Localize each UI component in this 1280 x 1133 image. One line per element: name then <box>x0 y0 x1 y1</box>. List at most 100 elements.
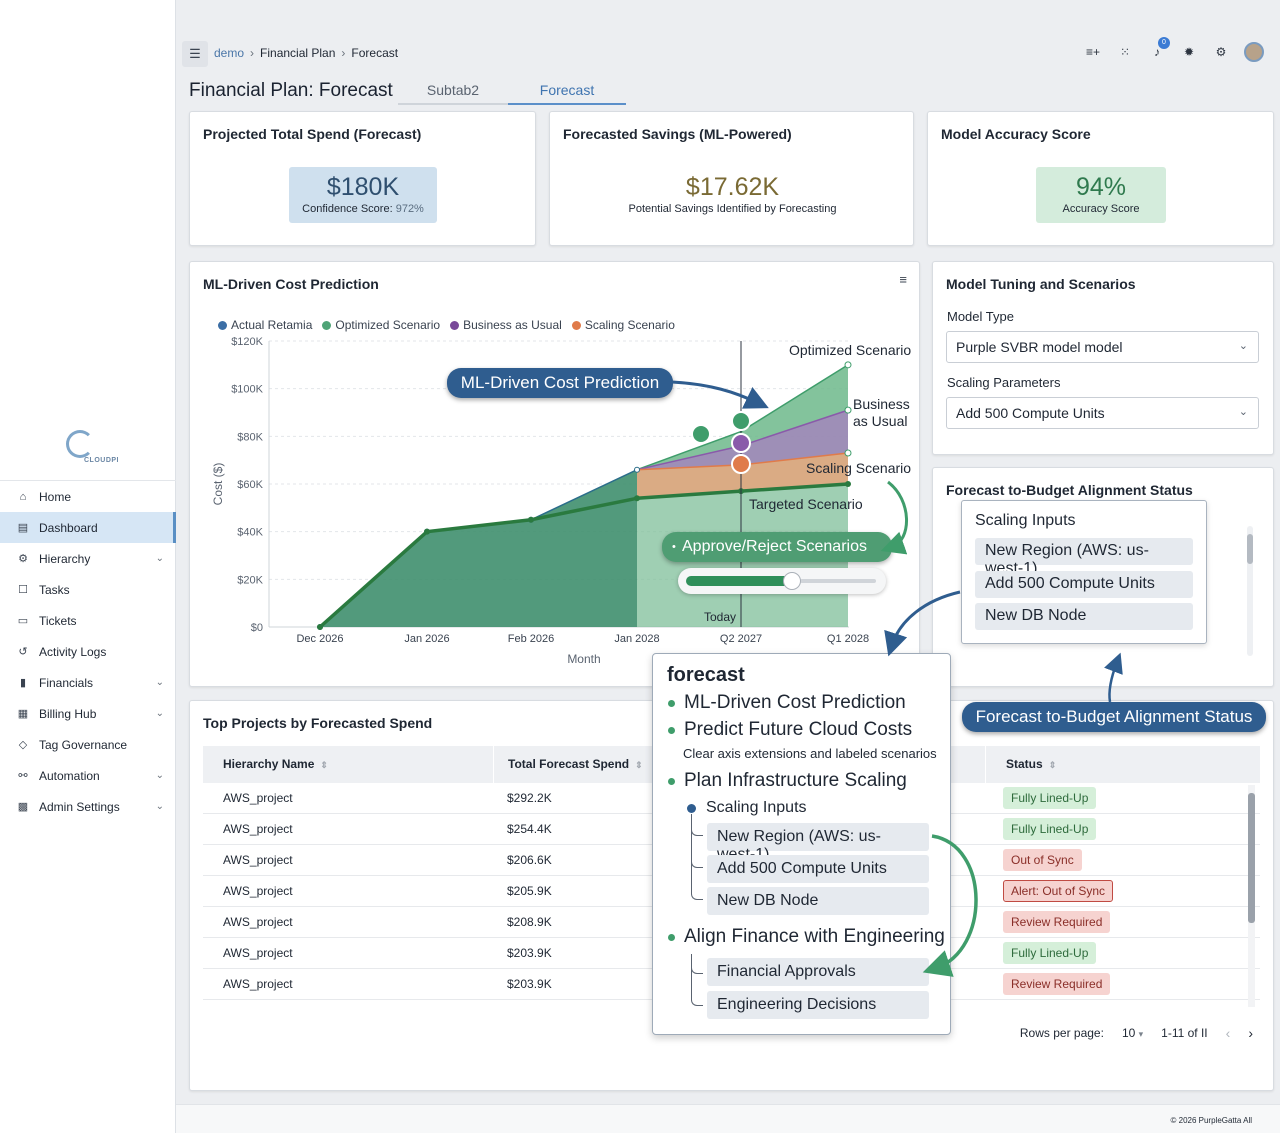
gear-icon[interactable]: ⚙ <box>1215 45 1227 59</box>
breadcrumb-separator-icon: › <box>250 46 255 60</box>
sidebar-item-label: Activity Logs <box>39 644 107 659</box>
kpi-accuracy-label: Accuracy Score <box>1062 203 1140 215</box>
sidebar-item-label: Automation <box>39 768 100 783</box>
column-status[interactable]: Status ⇕ <box>985 746 1056 783</box>
rows-per-page-select[interactable]: 10 ▾ <box>1121 1026 1144 1040</box>
tickets-icon: ▭ <box>17 615 29 627</box>
cell-forecast-spend: $205.9K <box>507 884 552 898</box>
kpi-accuracy-title: Model Accuracy Score <box>941 126 1091 142</box>
scenario-end-point <box>844 406 852 414</box>
sidebar-item-hierarchy[interactable]: ⚙ Hierarchy ⌄ <box>0 543 176 574</box>
targeted-point <box>528 516 534 523</box>
cell-forecast-spend: $292.2K <box>507 791 552 805</box>
history-icon: ↺ <box>18 646 28 658</box>
sidebar-item-dashboard[interactable]: ▤ Dashboard <box>0 512 176 543</box>
column-total-forecast-spend[interactable]: Total Forecast Spend ⇕ <box>493 746 693 783</box>
kpi-spend-box: $180K Confidence Score: 972% <box>289 167 437 223</box>
legend-item[interactable]: Business as Usual <box>450 318 562 332</box>
panel-input-compute-units[interactable]: Add 500 Compute Units <box>707 855 929 883</box>
prev-page-icon[interactable]: ‹ <box>1225 1025 1231 1041</box>
chart-menu-icon[interactable]: ≡ <box>899 272 907 287</box>
sidebar-item-activity-logs[interactable]: ↺ Activity Logs <box>0 636 176 667</box>
menu-toggle-button[interactable]: ☰ <box>182 41 208 67</box>
sidebar-item-admin-settings[interactable]: ▩ Admin Settings ⌄ <box>0 791 176 822</box>
alignment-card: Forecast to-Budget Alignment Status Scal… <box>932 467 1274 687</box>
approve-reject-callout[interactable]: • Approve/Reject Scenarios <box>662 532 892 562</box>
cell-status: Review Required <box>1003 973 1111 995</box>
breadcrumb-demo[interactable]: demo <box>214 46 245 60</box>
panel-input-new-region[interactable]: New Region (AWS: us-west-1) <box>707 823 929 863</box>
breadcrumb: demo › Financial Plan › Forecast <box>214 46 398 60</box>
sort-icon[interactable]: ⇕ <box>1048 760 1057 770</box>
hierarchy-icon: ⚙ <box>18 553 28 565</box>
logo-text: CLOUDPI <box>84 457 119 464</box>
scenario-slider[interactable] <box>678 568 886 594</box>
chevron-down-icon: ⌄ <box>1238 340 1248 352</box>
sidebar-item-billing-hub[interactable]: ▦ Billing Hub ⌄ <box>0 698 176 729</box>
sidebar-item-label: Tag Governance <box>39 737 128 752</box>
scaling-parameters-select[interactable]: Add 500 Compute Units ⌄ <box>946 397 1259 429</box>
tree-connector <box>691 964 703 1006</box>
sort-icon[interactable]: ⇕ <box>320 760 328 770</box>
scaling-input-db-node[interactable]: New DB Node <box>975 603 1193 630</box>
panel-engineering-decisions[interactable]: Engineering Decisions <box>707 991 929 1019</box>
kpi-savings-title: Forecasted Savings (ML-Powered) <box>563 126 792 142</box>
scaling-input-new-region[interactable]: New Region (AWS: us-west-1) <box>975 538 1193 577</box>
sidebar-item-tag-governance[interactable]: ◇ Tag Governance <box>0 729 176 760</box>
kpi-card-spend: Projected Total Spend (Forecast) $180K C… <box>189 111 536 246</box>
legend-item[interactable]: Scaling Scenario <box>571 318 675 332</box>
next-page-icon[interactable]: › <box>1248 1025 1253 1041</box>
slider-fill <box>686 576 792 586</box>
legend-item[interactable]: Actual Retamia <box>218 318 312 332</box>
settings-cog-icon[interactable]: ✹ <box>1183 45 1195 59</box>
table-scroll-thumb[interactable] <box>1248 793 1255 923</box>
model-type-select[interactable]: Purple SVBR model model ⌄ <box>946 331 1259 363</box>
cell-hierarchy-name: AWS_project <box>223 915 293 929</box>
breadcrumb-financial-plan[interactable]: Financial Plan <box>260 46 336 60</box>
tab-subtab2[interactable]: Subtab2 <box>398 78 508 105</box>
notification-badge: 0 <box>1158 37 1170 49</box>
status-badge: Alert: Out of Sync <box>1003 880 1114 902</box>
notification-bell-icon[interactable]: ♪ 0 <box>1148 37 1170 61</box>
slider-handle[interactable] <box>783 572 801 590</box>
panel-financial-approvals[interactable]: Financial Approvals <box>707 958 929 986</box>
sidebar-item-label: Tasks <box>39 582 70 597</box>
caret-down-icon: ▾ <box>1138 1029 1144 1039</box>
y-tick-label: $40K <box>237 527 263 539</box>
legend-item[interactable]: Optimized Scenario <box>322 318 440 332</box>
page-title: Financial Plan: Forecast <box>189 80 393 101</box>
bullet-icon: • <box>672 541 676 553</box>
today-label: Today <box>704 610 736 624</box>
cell-status: Out of Sync <box>1003 849 1082 871</box>
apps-grid-icon[interactable]: ⁙ <box>1119 45 1131 59</box>
sidebar-item-tickets[interactable]: ▭ Tickets <box>0 605 176 636</box>
sidebar-item-financials[interactable]: ▮ Financials ⌄ <box>0 667 176 698</box>
table-scrollbar[interactable] <box>1248 785 1255 1007</box>
chevron-down-icon: ⌄ <box>155 770 164 781</box>
panel-input-db-node[interactable]: New DB Node <box>707 887 929 915</box>
column-hierarchy-name[interactable]: Hierarchy Name ⇕ <box>223 757 328 771</box>
avatar[interactable] <box>1244 42 1264 62</box>
sidebar-item-home[interactable]: ⌂ Home <box>0 481 176 512</box>
alignment-scrollbar[interactable] <box>1247 526 1253 656</box>
scenario-marker-icon <box>731 411 751 431</box>
confidence-label: Confidence Score: <box>302 203 396 215</box>
scaling-scenario-label: Scaling Scenario <box>806 460 911 476</box>
scaling-inputs-subheading: Scaling Inputs <box>687 799 807 817</box>
sort-icon[interactable]: ⇕ <box>635 760 643 770</box>
targeted-line <box>318 482 849 629</box>
targeted-scenario-label: Targeted Scenario <box>749 496 863 512</box>
alignment-scroll-thumb[interactable] <box>1247 534 1253 564</box>
add-list-icon[interactable]: ≡+ <box>1085 45 1100 59</box>
slider-rest-track <box>800 579 876 583</box>
sidebar-item-tasks[interactable]: ☐ Tasks <box>0 574 176 605</box>
scaling-input-compute-units[interactable]: Add 500 Compute Units <box>975 571 1193 598</box>
cell-status: Alert: Out of Sync <box>1003 880 1114 902</box>
tab-forecast[interactable]: Forecast <box>508 78 626 105</box>
bullet-predict-costs: Predict Future Cloud Costs <box>668 719 912 741</box>
sidebar-item-automation[interactable]: ⚯ Automation ⌄ <box>0 760 176 791</box>
scaling-parameters-value: Add 500 Compute Units <box>956 405 1105 421</box>
x-tick-label: Q2 2027 <box>720 633 762 645</box>
optimized-scenario-label: Optimized Scenario <box>789 342 911 358</box>
legend-dot-icon <box>322 320 332 330</box>
